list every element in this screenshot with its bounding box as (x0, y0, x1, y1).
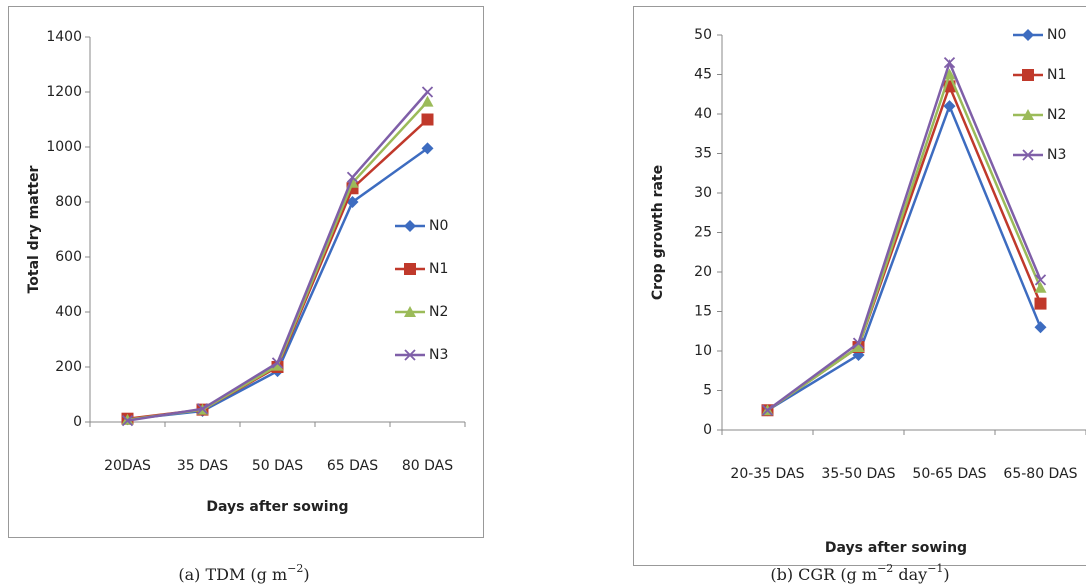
y-tick-label: 40 (694, 106, 712, 122)
marker (404, 349, 416, 361)
y-tick-label: 200 (55, 359, 82, 375)
marker (943, 100, 956, 113)
x-tick-label: 20-35 DAS (730, 466, 804, 482)
caption-sup: −2 (877, 562, 893, 575)
series-line (766, 59, 1042, 412)
marker (421, 142, 434, 155)
caption-text: (b) CGR (g m (770, 565, 877, 584)
legend-label: N3 (429, 347, 448, 363)
y-tick-label: 5 (703, 383, 712, 399)
y-tick-label: 10 (694, 343, 712, 359)
y-tick-label: 1200 (46, 84, 82, 100)
marker (1034, 281, 1047, 293)
marker (1034, 297, 1047, 310)
series-line (766, 70, 1042, 412)
x-tick-label: 20DAS (104, 458, 151, 474)
marker (404, 263, 416, 275)
x-tick-label: 35-50 DAS (821, 466, 895, 482)
x-tick-label: 65 DAS (327, 458, 378, 474)
y-axis-title: Crop growth rate (650, 165, 666, 300)
marker (346, 196, 359, 208)
marker (1034, 274, 1047, 286)
y-tick-label: 20 (694, 264, 712, 280)
y-tick-label: 0 (703, 422, 712, 438)
legend-label: N0 (429, 218, 448, 234)
series-line (766, 102, 1042, 412)
y-tick-label: 800 (55, 194, 82, 210)
marker (421, 86, 434, 98)
y-tick-label: 1400 (46, 29, 82, 45)
y-tick-label: 15 (694, 304, 712, 320)
legend-label: N1 (1047, 67, 1066, 83)
caption-sup: −2 (287, 562, 303, 575)
marker (943, 68, 956, 80)
x-tick-label: 35 DAS (177, 458, 228, 474)
caption: (a) TDM (g m−2) (178, 562, 309, 584)
marker (271, 359, 284, 371)
marker (404, 306, 416, 317)
y-tick-label: 400 (55, 304, 82, 320)
y-axis-title: Total dry matter (26, 165, 42, 293)
caption-text: ) (303, 565, 309, 584)
marker (404, 220, 416, 232)
legend-label: N2 (1047, 107, 1066, 123)
marker (271, 357, 284, 369)
caption-sup: −1 (927, 562, 943, 575)
y-tick-label: 35 (694, 146, 712, 162)
marker (852, 337, 865, 349)
legend-label: N1 (429, 261, 448, 277)
x-axis-title: Days after sowing (825, 540, 967, 556)
y-tick-label: 30 (694, 185, 712, 201)
y-tick-label: 1000 (46, 139, 82, 155)
marker (421, 95, 434, 107)
caption-text: (a) TDM (g m (178, 565, 287, 584)
x-axis-title: Days after sowing (206, 499, 348, 515)
x-tick-label: 50-65 DAS (912, 466, 986, 482)
y-tick-label: 0 (73, 414, 82, 430)
x-tick-label: 80 DAS (402, 458, 453, 474)
caption-text: day (893, 565, 927, 584)
marker (121, 414, 134, 427)
y-tick-label: 25 (694, 225, 712, 241)
marker (421, 113, 434, 126)
legend-label: N0 (1047, 27, 1066, 43)
y-tick-label: 600 (55, 249, 82, 265)
marker (121, 413, 134, 425)
legend-label: N2 (429, 304, 448, 320)
x-tick-label: 65-80 DAS (1003, 466, 1077, 482)
caption-text: ) (943, 565, 949, 584)
x-tick-label: 50 DAS (252, 458, 303, 474)
caption: (b) CGR (g m−2 day−1) (770, 562, 949, 584)
marker (943, 57, 956, 69)
marker (196, 403, 209, 415)
marker (1022, 29, 1034, 41)
y-tick-label: 45 (694, 67, 712, 83)
y-tick-label: 50 (694, 27, 712, 43)
legend-label: N3 (1047, 147, 1066, 163)
marker (1034, 321, 1047, 334)
marker (852, 341, 865, 353)
marker (1022, 149, 1034, 161)
marker (1022, 109, 1034, 120)
marker (1022, 69, 1034, 81)
chart-frame (633, 6, 1086, 566)
marker (761, 404, 774, 416)
marker (346, 171, 359, 183)
